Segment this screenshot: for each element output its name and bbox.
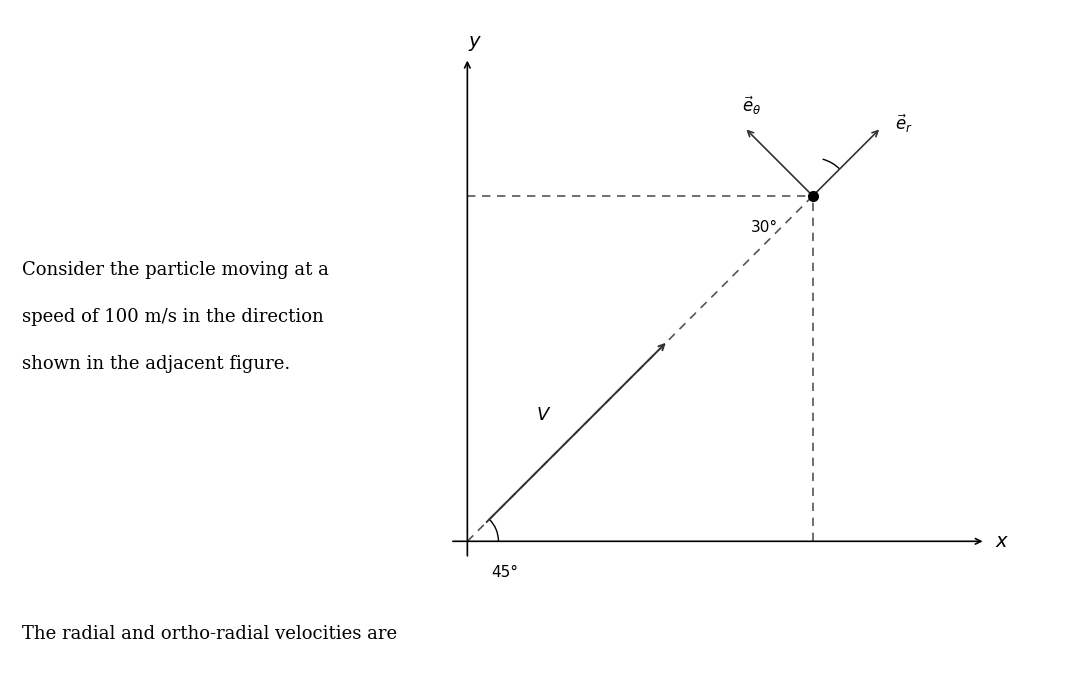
- Text: The radial and ortho-radial velocities are: The radial and ortho-radial velocities a…: [22, 625, 397, 642]
- Text: 45°: 45°: [492, 565, 518, 580]
- Text: V: V: [536, 406, 549, 424]
- Text: $\vec{e}_\theta$: $\vec{e}_\theta$: [742, 94, 760, 117]
- Text: $\vec{e}_r$: $\vec{e}_r$: [895, 113, 913, 135]
- Text: Consider the particle moving at a: Consider the particle moving at a: [22, 261, 328, 278]
- Text: speed of 100 m/s in the direction: speed of 100 m/s in the direction: [22, 308, 324, 326]
- Text: 30°: 30°: [751, 220, 778, 235]
- Text: x: x: [996, 532, 1007, 551]
- Text: shown in the adjacent figure.: shown in the adjacent figure.: [22, 355, 290, 373]
- Text: y: y: [468, 32, 480, 51]
